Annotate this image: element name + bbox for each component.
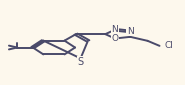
Text: N: N (127, 27, 134, 36)
Text: O: O (111, 34, 118, 43)
Text: S: S (78, 57, 84, 67)
Text: N: N (112, 25, 118, 34)
Text: Cl: Cl (164, 41, 173, 50)
